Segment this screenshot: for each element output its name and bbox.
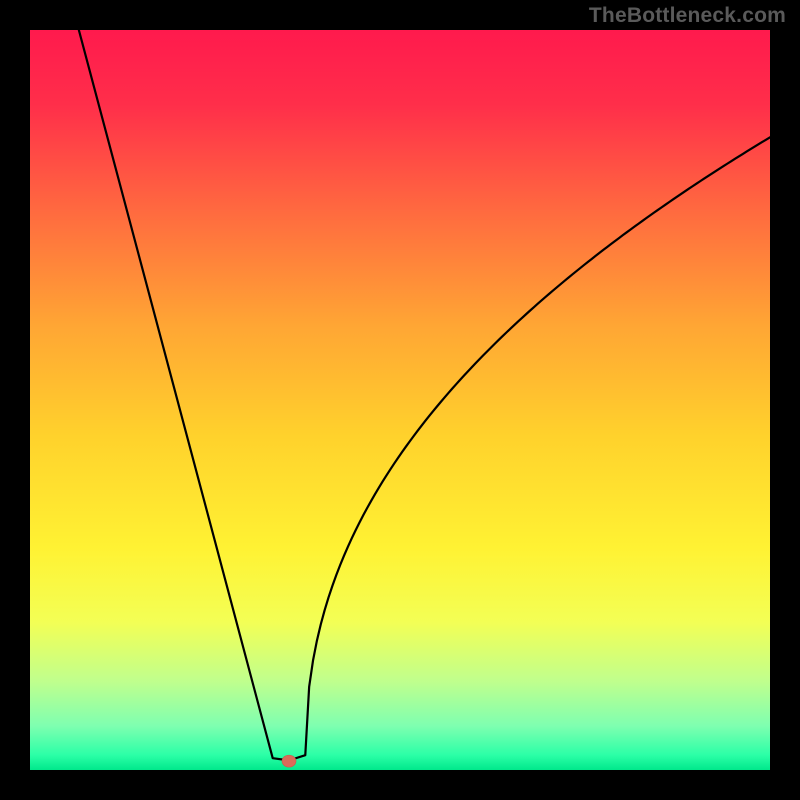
gradient-background <box>30 30 770 770</box>
plot-svg <box>30 30 770 770</box>
plot-area <box>30 30 770 770</box>
watermark-text: TheBottleneck.com <box>589 4 786 28</box>
minimum-marker <box>282 755 296 767</box>
chart-frame: TheBottleneck.com <box>0 0 800 800</box>
